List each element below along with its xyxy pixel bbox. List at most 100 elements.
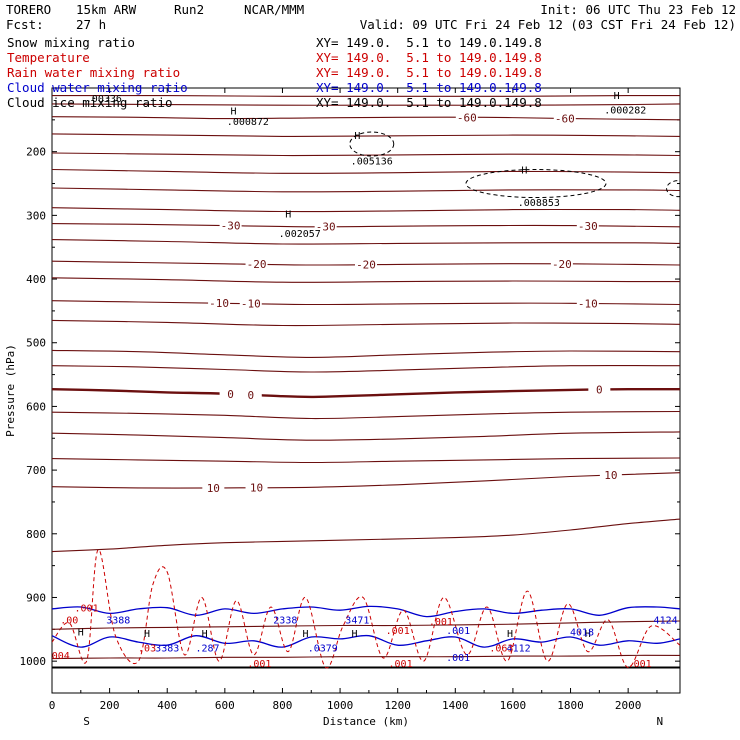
temperature-contour <box>52 364 680 373</box>
x-tick-label: 2000 <box>615 699 642 712</box>
temperature-contour <box>52 319 680 327</box>
x-tick-label: 200 <box>100 699 120 712</box>
temperature-contour-label: -30 <box>316 221 336 234</box>
temperature-label-bg <box>208 297 231 310</box>
legend-item-name: Cloud ice mixing ratio <box>7 95 173 110</box>
cloud-water-label: .001 <box>446 626 470 637</box>
temperature-contour <box>52 387 680 399</box>
rain-water-label: .00 <box>60 616 78 627</box>
temperature-label-bg <box>355 258 377 271</box>
header-valid: Valid: 09 UTC Fri 24 Feb 12 (03 CST Fri … <box>359 17 736 32</box>
snow-max-label: .000282 <box>604 105 646 116</box>
temperature-contour <box>52 223 680 228</box>
temperature-contour-label: -10 <box>241 298 261 311</box>
header-model: TORERO <box>6 2 52 17</box>
y-tick-label: 800 <box>26 528 46 541</box>
temperature-contour <box>52 518 680 553</box>
x-tick-label: 1800 <box>557 699 584 712</box>
temperature-contour-label: -30 <box>578 220 598 233</box>
x-tick-label: 1200 <box>384 699 411 712</box>
high-marker: H <box>521 165 527 176</box>
y-tick-label: 500 <box>26 337 46 350</box>
legend-item-section: XY= 149.0. 5.1 to 149.0.149.8 <box>316 80 542 95</box>
high-marker: H <box>230 107 236 118</box>
x-tick-label: 600 <box>215 699 235 712</box>
snow-contour <box>465 169 607 199</box>
temperature-label-bg <box>553 112 576 125</box>
temperature-contour <box>52 95 680 97</box>
x-tick-label: 1400 <box>442 699 469 712</box>
temperature-contour <box>52 457 680 464</box>
temperature-contour <box>52 207 680 213</box>
x-axis-label: Distance (km) <box>323 715 409 728</box>
temperature-contour-label: 10 <box>250 482 263 495</box>
temperature-contour-label: -60 <box>457 111 477 124</box>
header-init: Init: 06 UTC Thu 23 Feb 12 <box>540 2 736 17</box>
temperature-contour-label: 10 <box>604 469 617 482</box>
temperature-contour <box>52 133 680 137</box>
cloud-ice-label: .001 <box>628 659 652 670</box>
temperature-contour <box>52 152 680 157</box>
rain-water-label: .001 <box>386 626 410 637</box>
end-label-south: S <box>83 715 90 728</box>
temperature-contour-label: -20 <box>552 258 572 271</box>
cloud-ice-label: .001 <box>429 617 453 628</box>
temperature-contour <box>52 472 680 489</box>
y-tick-label: 600 <box>26 400 46 413</box>
rain-water-contour <box>52 549 680 669</box>
temperature-contour-label: -60 <box>555 112 575 125</box>
temperature-contour <box>52 116 680 121</box>
snow-max-label: .000872 <box>227 117 269 128</box>
high-marker: H <box>614 91 620 102</box>
cloud-ice-label: .001 <box>247 659 271 670</box>
cloud-water-label: .0379 <box>308 644 338 655</box>
temperature-contour-label: 0 <box>596 384 603 397</box>
temperature-label-bg <box>239 388 262 401</box>
snow-max-label: .005136 <box>351 156 393 167</box>
header-resolution: 15km ARW <box>76 2 137 17</box>
rain-water-label: .004 <box>46 651 70 662</box>
temperature-contour-label: -30 <box>221 220 241 233</box>
x-tick-label: 800 <box>273 699 293 712</box>
y-tick-label: 900 <box>26 591 46 604</box>
cloud-water-contour-bottom <box>52 634 680 648</box>
temperature-contour <box>52 277 680 283</box>
temperature-contour-label: -20 <box>356 259 376 272</box>
x-tick-label: 0 <box>49 699 56 712</box>
header-fcst-label: Fcst: <box>6 17 44 32</box>
cloud-water-label: .001 <box>446 653 470 664</box>
header-fcst-hours: 27 h <box>76 17 107 32</box>
temperature-contour <box>52 349 680 358</box>
x-tick-label: 1000 <box>327 699 354 712</box>
snow-max-label: .002057 <box>279 229 321 240</box>
high-marker: H <box>144 629 150 640</box>
temperature-label-bg <box>219 219 242 232</box>
legend-item-section: XY= 149.0. 5.1 to 149.0.149.8 <box>316 35 542 50</box>
temperature-contour <box>52 103 680 106</box>
cloud-ice-label: .001 <box>75 603 99 614</box>
legend-item-section: XY= 149.0. 5.1 to 149.0.149.8 <box>316 95 542 110</box>
cloud-water-label: 4018 <box>570 628 594 639</box>
cloud-water-label: 3383 <box>155 644 179 655</box>
high-marker: H <box>354 131 360 142</box>
rain-water-label: .03 <box>138 644 156 655</box>
temperature-contour <box>52 168 680 174</box>
legend-item-name: Cloud water mixing ratio <box>7 80 188 95</box>
legend-item-section: XY= 149.0. 5.1 to 149.0.149.8 <box>316 65 542 80</box>
temperature-label-bg <box>576 297 599 310</box>
temperature-label-bg <box>599 469 622 482</box>
temperature-contour <box>52 300 680 306</box>
x-tick-label: 1600 <box>500 699 527 712</box>
temperature-label-bg <box>245 481 268 494</box>
cloud-water-contour-top <box>52 605 680 618</box>
temperature-label-bg <box>314 220 337 233</box>
header-run: Run2 <box>174 2 205 17</box>
temperature-contour-label: 0 <box>227 388 234 401</box>
temperature-label-bg <box>576 219 599 232</box>
cloud-water-label: 2338 <box>273 616 297 627</box>
temperature-contour <box>52 431 680 441</box>
temperature-contour-label: -10 <box>578 297 598 310</box>
temperature-label-bg <box>455 111 478 124</box>
high-marker: H <box>302 629 308 640</box>
